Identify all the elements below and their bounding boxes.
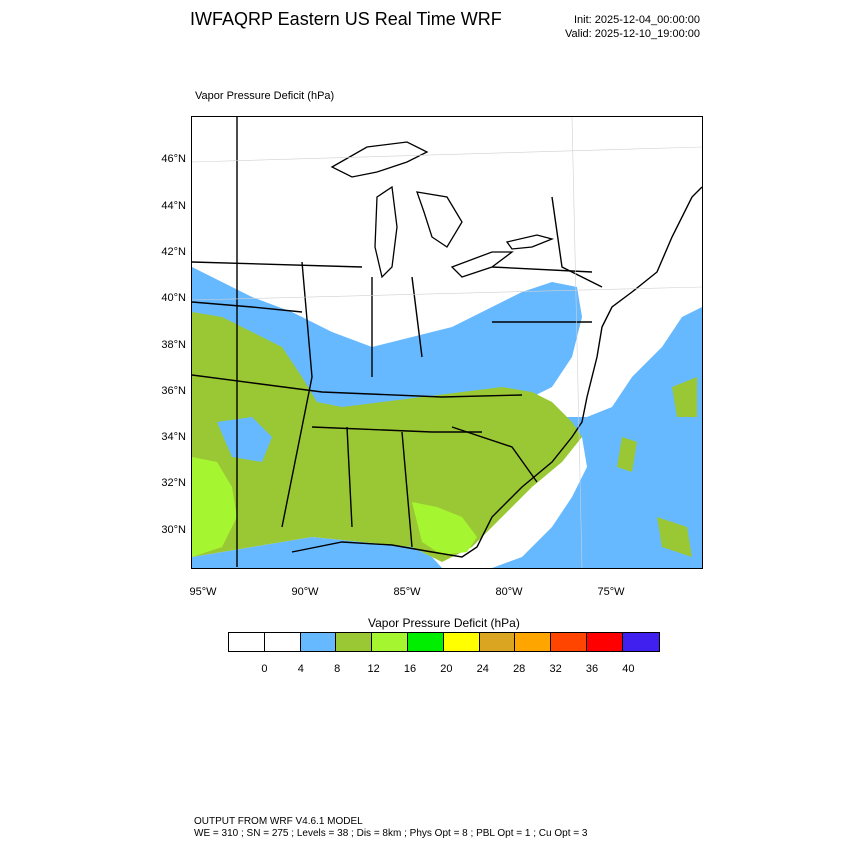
border-4 [281, 261, 313, 528]
colorbar-label: 32 [549, 663, 562, 675]
olive-green-fill [192, 312, 582, 562]
lake-superior [330, 141, 429, 178]
grid-line-1 [192, 146, 702, 163]
border-12 [451, 426, 538, 483]
colorbar-label: 12 [367, 663, 380, 675]
colorbar-label: 4 [297, 663, 304, 675]
lat-label: 40°N [161, 292, 186, 304]
lat-label: 32°N [161, 477, 186, 489]
lat-label: 38°N [161, 339, 186, 351]
run-times: Init: 2025-12-04_00:00:00 Valid: 2025-12… [565, 13, 700, 41]
colorbar-label: 8 [334, 663, 341, 675]
border-5 [346, 426, 353, 528]
border-9 [411, 276, 423, 358]
atlantic-ocean-fill [492, 307, 702, 568]
lake-erie [450, 251, 514, 278]
map-panel [191, 116, 703, 569]
colorbar-label: 24 [476, 663, 489, 675]
colorbar-label: 16 [403, 663, 417, 675]
lake-michigan [374, 185, 398, 279]
colorbar-swatch [622, 633, 659, 651]
great-lakes [330, 141, 555, 279]
lat-label: 36°N [161, 385, 186, 397]
blue-patch [217, 417, 272, 462]
valid-time: Valid: 2025-12-10_19:00:00 [565, 28, 700, 40]
coastline [291, 186, 702, 558]
colorbar [228, 632, 660, 652]
colorbar-swatch [586, 633, 623, 651]
colorbar-swatch [229, 633, 265, 651]
init-time: Init: 2025-12-04_00:00:00 [574, 14, 700, 26]
ocean-green-patch-3 [657, 517, 692, 557]
lat-label: 30°N [161, 524, 186, 536]
light-green-fill-east [412, 502, 477, 555]
colorbar-title: Vapor Pressure Deficit (hPa) [368, 616, 520, 630]
lon-label: 75°W [597, 586, 625, 598]
ocean-green-patch-2 [617, 437, 637, 472]
border-14 [551, 196, 603, 288]
colorbar-label: 36 [585, 663, 599, 675]
border-2 [192, 301, 303, 313]
colorbar-swatch [264, 633, 301, 651]
footer-line-2: WE = 310 ; SN = 275 ; Levels = 38 ; Dis … [194, 828, 588, 839]
colorbar-swatch [372, 633, 408, 651]
lon-label: 95°W [189, 586, 217, 598]
model-footer: OUTPUT FROM WRF V4.6.1 MODEL WE = 310 ; … [194, 816, 587, 840]
lake-ontario [505, 234, 555, 250]
lake-huron [416, 191, 463, 248]
colorbar-swatch [551, 633, 587, 651]
lat-label: 44°N [161, 200, 186, 212]
lon-label: 85°W [393, 586, 421, 598]
field-label: Vapor Pressure Deficit (hPa) [195, 90, 335, 102]
colorbar-label: 20 [440, 663, 453, 675]
colorbar-swatch [336, 633, 373, 651]
state-borders [192, 117, 603, 567]
border-1 [192, 374, 523, 398]
lat-label: 34°N [161, 431, 186, 443]
lat-label: 46°N [161, 153, 186, 165]
border-10 [192, 261, 363, 268]
lon-label: 80°W [495, 586, 523, 598]
lat-label: 42°N [161, 246, 186, 258]
footer-line-1: OUTPUT FROM WRF V4.6.1 MODEL [194, 816, 363, 827]
light-green-fill-west [192, 457, 237, 557]
colorbar-swatch [443, 633, 480, 651]
colorbar-swatch [515, 633, 552, 651]
border-6 [401, 431, 413, 548]
colorbar-label: 28 [513, 663, 526, 675]
colorbar-label: 0 [261, 663, 268, 675]
colorbar-label: 40 [622, 663, 635, 675]
colorbar-swatch [407, 633, 444, 651]
ocean-green-patch-1 [672, 377, 697, 417]
chart-title: IWFAQRP Eastern US Real Time WRF [190, 9, 502, 29]
grid-line-3 [571, 117, 583, 568]
lon-label: 90°W [291, 586, 319, 598]
graticule [192, 117, 702, 568]
map-svg [192, 117, 702, 568]
colorbar-swatch [300, 633, 337, 651]
grid-line-2 [192, 286, 702, 301]
colorbar-swatch [479, 633, 516, 651]
